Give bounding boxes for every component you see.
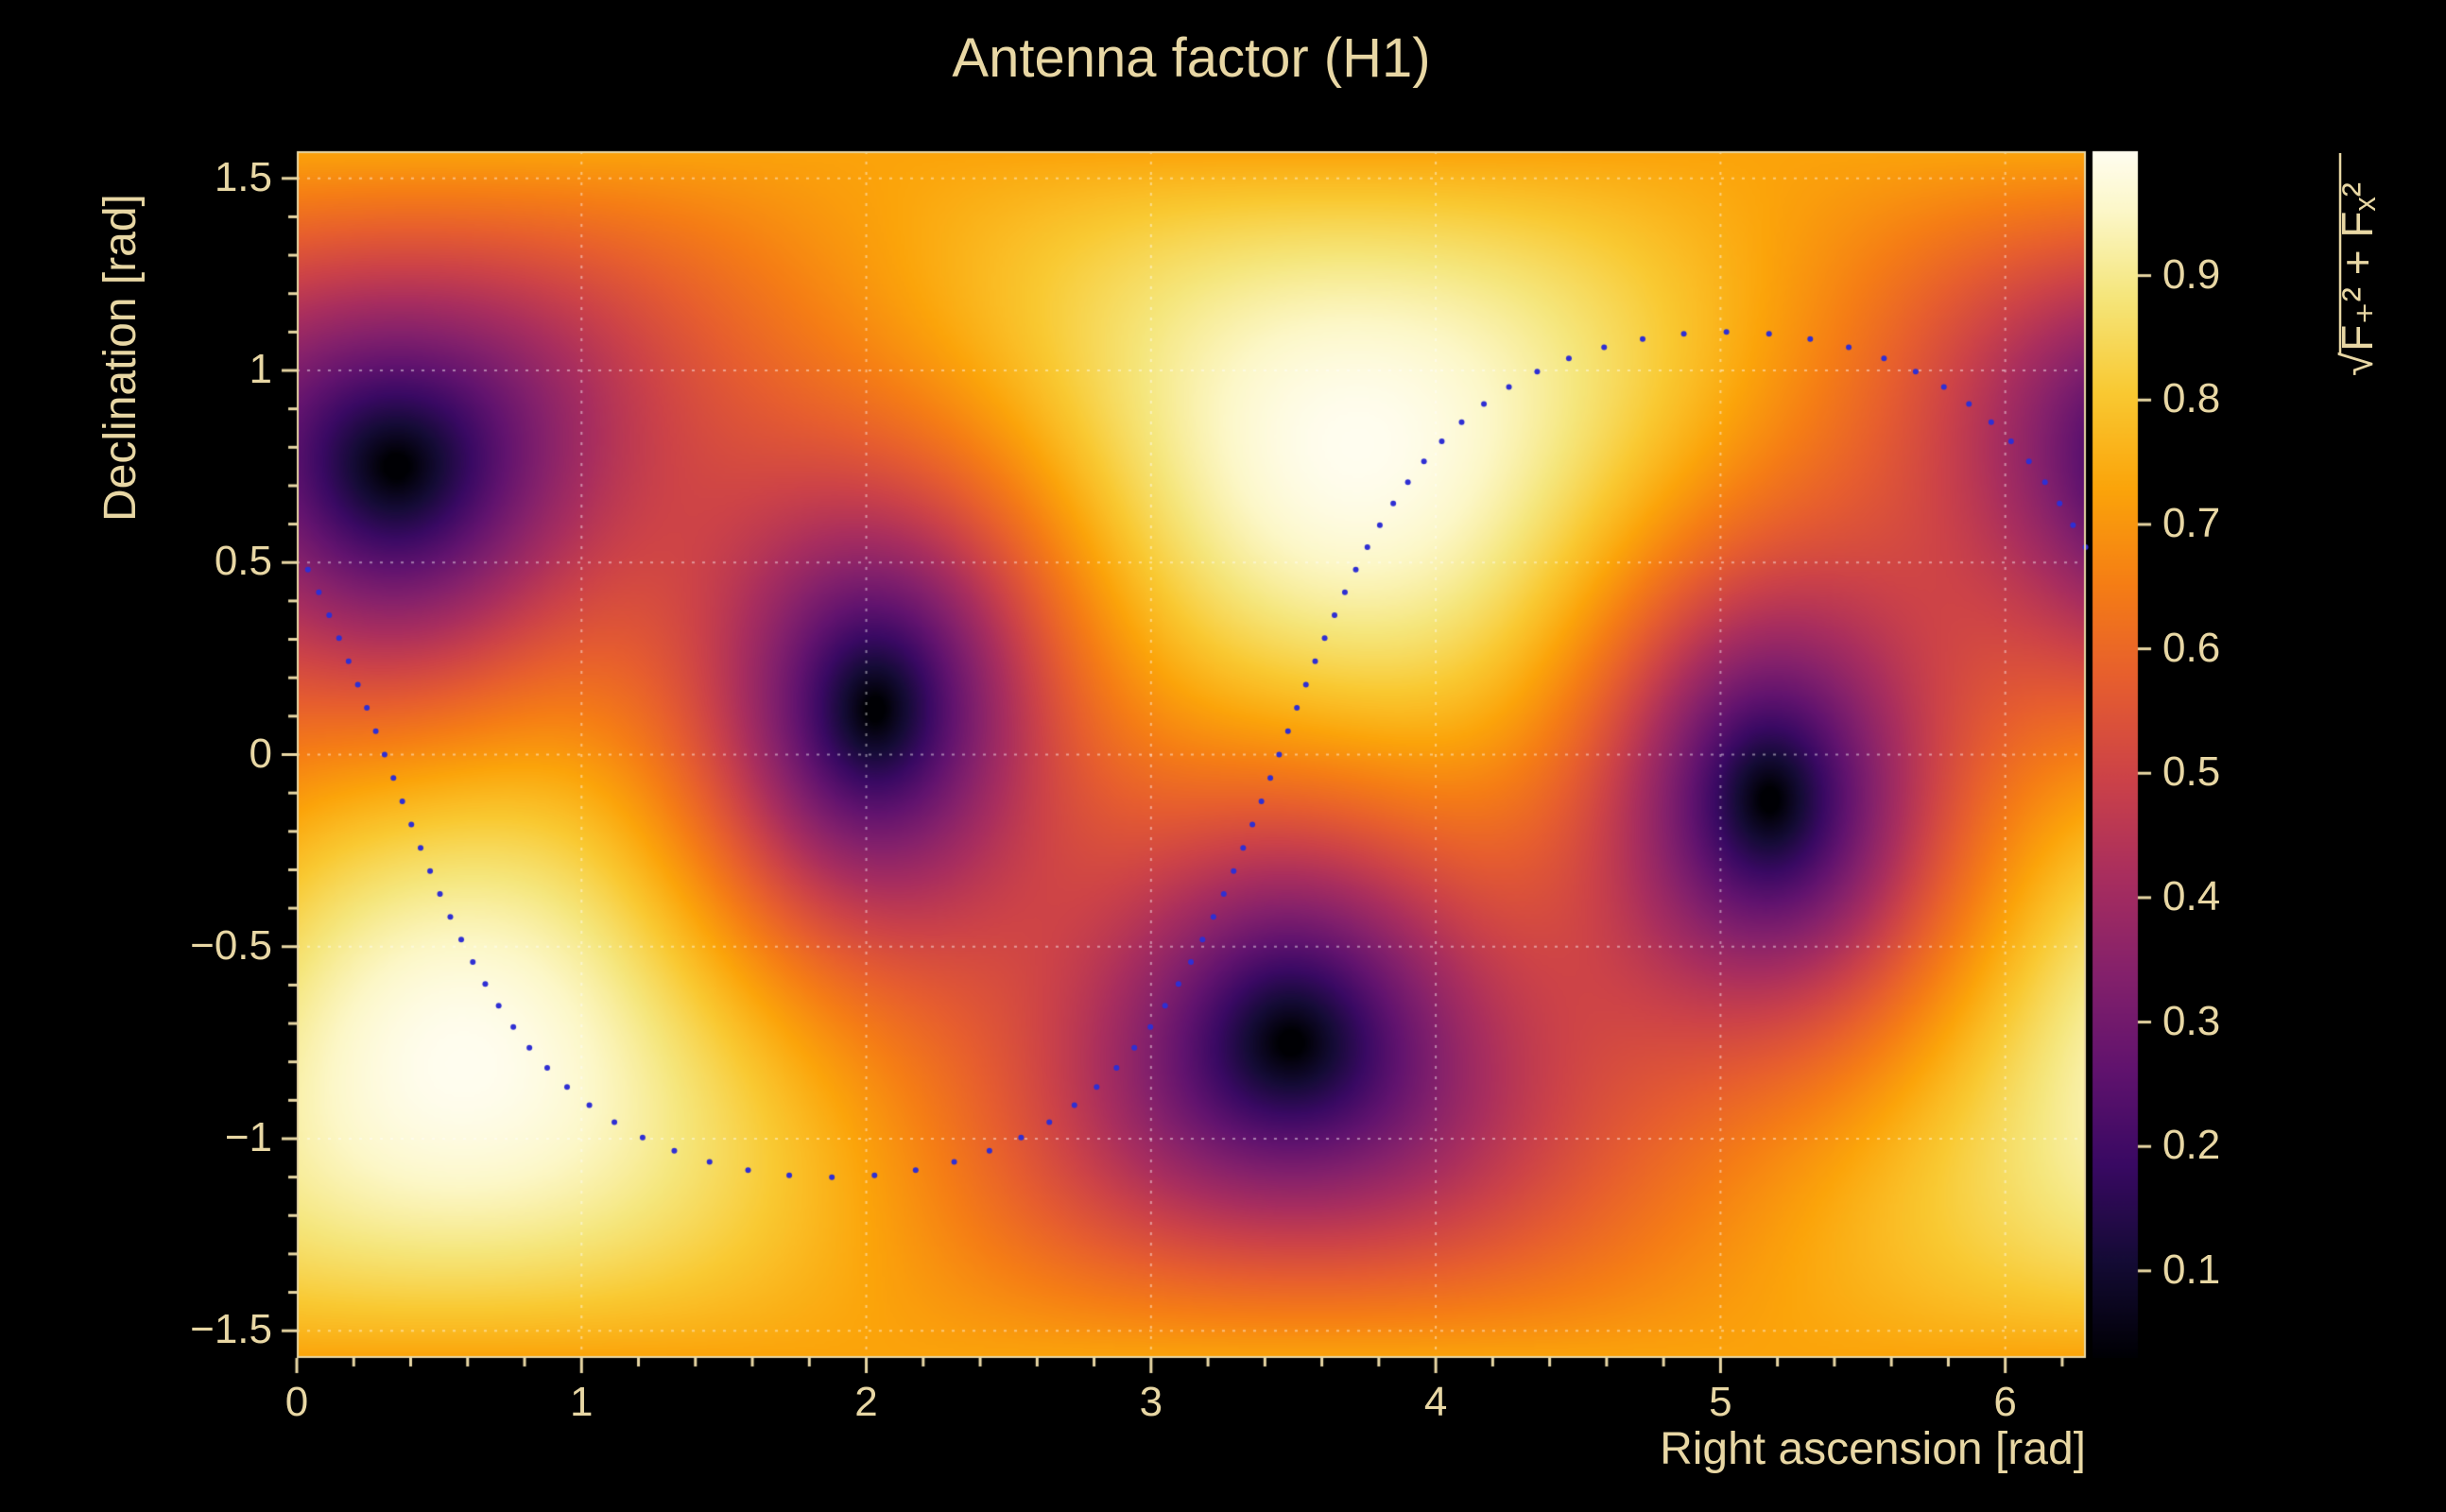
x-tick-label-5: 5: [1709, 1379, 1732, 1425]
colorbar-axis-title: √F₊² + Fₓ²: [2333, 153, 2382, 376]
colorbar-tick-label-0.1: 0.1: [2162, 1246, 2221, 1293]
colorbar-tick-label-0.5: 0.5: [2162, 748, 2221, 796]
colorbar-tick-label-0.9: 0.9: [2162, 250, 2221, 298]
x-tick-label-6: 6: [1993, 1379, 2017, 1425]
y-tick-label-−1: −1: [224, 1113, 272, 1160]
colorbar-tick-label-0.6: 0.6: [2162, 624, 2221, 671]
x-tick-label-4: 4: [1423, 1379, 1448, 1425]
colorbar-tick-label-0.3: 0.3: [2162, 997, 2221, 1044]
colorbar-tick-label-0.7: 0.7: [2162, 499, 2221, 546]
y-tick-label-−1.5: −1.5: [190, 1306, 272, 1353]
colorbar-tick-label-0.4: 0.4: [2162, 872, 2221, 919]
x-tick-label-0: 0: [284, 1379, 309, 1425]
x-axis-title: Right ascension [rad]: [1660, 1424, 2086, 1474]
x-tick-label-2: 2: [854, 1379, 878, 1425]
x-tick-label-3: 3: [1139, 1379, 1163, 1425]
plot-title: Antenna factor (H1): [952, 27, 1431, 89]
y-tick-label-0.5: 0.5: [214, 538, 272, 585]
y-tick-label-0: 0: [249, 730, 272, 777]
x-tick-label-1: 1: [570, 1379, 594, 1425]
colorbar-tick-label-0.8: 0.8: [2162, 375, 2221, 422]
radical-sign: √: [2333, 352, 2382, 376]
y-axis-title: Declination [rad]: [95, 194, 146, 522]
colorbar-tick-label-0.2: 0.2: [2162, 1122, 2221, 1169]
y-tick-label-1.5: 1.5: [214, 153, 272, 200]
y-tick-label-−0.5: −0.5: [190, 921, 272, 969]
y-tick-label-1: 1: [249, 346, 272, 393]
